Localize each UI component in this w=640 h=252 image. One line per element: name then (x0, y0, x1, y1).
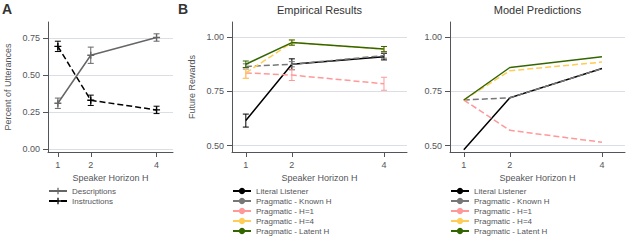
svg-text:0.50: 0.50 (206, 141, 224, 151)
svg-text:1: 1 (243, 160, 248, 170)
svg-text:Pragmatic - Known H: Pragmatic - Known H (474, 197, 550, 206)
svg-text:Empirical Results: Empirical Results (277, 4, 362, 16)
svg-text:Future Rewards: Future Rewards (187, 54, 197, 119)
svg-text:0.75: 0.75 (22, 33, 40, 43)
svg-text:Instructions: Instructions (72, 197, 113, 206)
svg-text:Literal Listener: Literal Listener (474, 187, 527, 196)
svg-text:2: 2 (88, 160, 93, 170)
svg-text:B: B (178, 1, 188, 17)
svg-text:Model Predictions: Model Predictions (494, 4, 582, 16)
svg-text:4: 4 (154, 160, 159, 170)
svg-text:Speaker Horizon H: Speaker Horizon H (499, 173, 575, 183)
svg-text:1.00: 1.00 (424, 32, 442, 42)
svg-text:Pragmatic - Latent H: Pragmatic - Latent H (474, 227, 548, 236)
svg-text:1: 1 (461, 160, 466, 170)
svg-text:Pragmatic - H=4: Pragmatic - H=4 (256, 217, 315, 226)
svg-text:0.50: 0.50 (22, 70, 40, 80)
svg-text:0.25: 0.25 (22, 107, 40, 117)
svg-text:4: 4 (599, 160, 604, 170)
svg-text:Pragmatic - Known H: Pragmatic - Known H (256, 197, 332, 206)
svg-text:Pragmatic - H=1: Pragmatic - H=1 (474, 207, 533, 216)
svg-text:Literal Listener: Literal Listener (256, 187, 309, 196)
svg-text:2: 2 (507, 160, 512, 170)
svg-text:0.75: 0.75 (424, 86, 442, 96)
svg-text:Pragmatic - H=1: Pragmatic - H=1 (256, 207, 315, 216)
svg-text:1: 1 (55, 160, 60, 170)
svg-text:Pragmatic - H=4: Pragmatic - H=4 (474, 217, 533, 226)
svg-text:0.00: 0.00 (22, 144, 40, 154)
svg-text:Pragmatic - Latent H: Pragmatic - Latent H (256, 227, 330, 236)
svg-text:0.75: 0.75 (206, 86, 224, 96)
svg-text:4: 4 (381, 160, 386, 170)
svg-text:Speaker Horizon H: Speaker Horizon H (281, 173, 357, 183)
svg-text:Speaker Horizon H: Speaker Horizon H (72, 173, 148, 183)
svg-text:2: 2 (289, 160, 294, 170)
svg-text:0.50: 0.50 (424, 141, 442, 151)
svg-text:Percent of Utterances: Percent of Utterances (3, 43, 13, 131)
svg-text:1.00: 1.00 (206, 32, 224, 42)
svg-text:Descriptions: Descriptions (72, 187, 116, 196)
svg-text:A: A (2, 1, 12, 17)
